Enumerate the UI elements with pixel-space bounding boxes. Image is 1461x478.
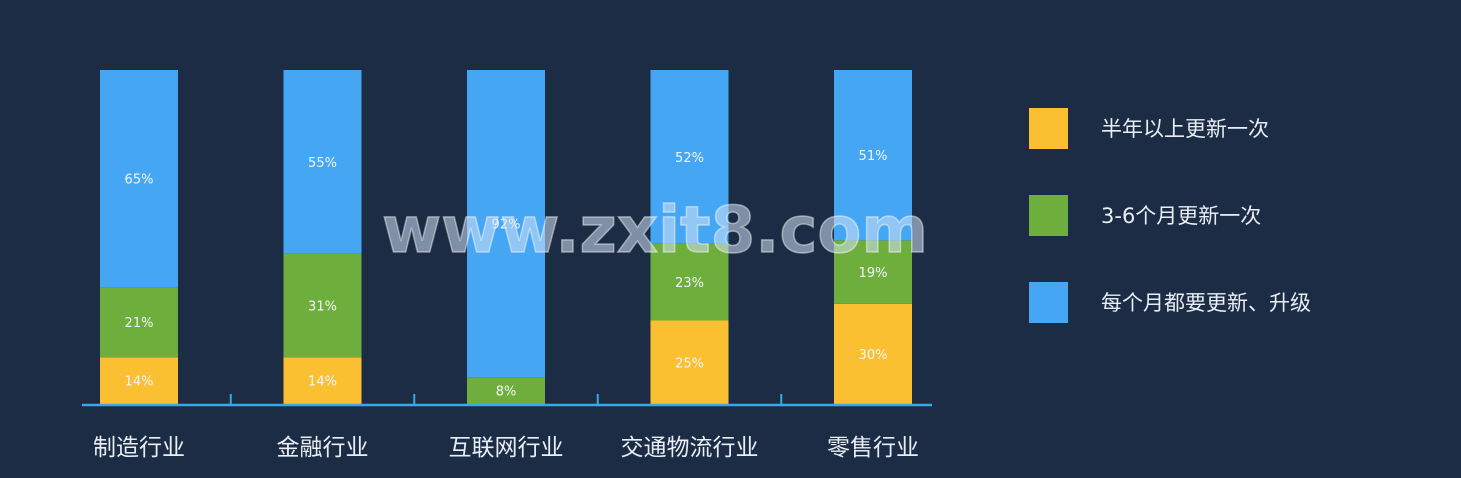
bar-segment-5-3 <box>834 70 912 241</box>
data-label-5-1: 30% <box>859 348 888 363</box>
legend-label-1: 半年以上更新一次 <box>1101 117 1269 141</box>
data-label-2-2: 31% <box>308 299 337 314</box>
bar-segment-1-1 <box>100 357 178 404</box>
data-label-5-2: 19% <box>859 266 888 281</box>
data-label-5-3: 51% <box>859 149 888 164</box>
bar-segment-4-1 <box>650 320 729 404</box>
bar-segment-2-1 <box>283 357 362 404</box>
bar-segment-4-3 <box>650 70 729 244</box>
legend-swatch-1 <box>1029 108 1068 149</box>
legend-label-2: 3-6个月更新一次 <box>1101 204 1261 228</box>
bar-segment-5-1 <box>834 303 912 404</box>
legend-label-3: 每个月都要更新、升级 <box>1101 291 1311 315</box>
data-label-2-3: 55% <box>308 156 337 171</box>
data-label-1-1: 14% <box>125 375 154 390</box>
bar-segment-1-2 <box>100 287 178 358</box>
data-label-4-3: 52% <box>675 151 704 166</box>
bar-segment-2-3 <box>283 70 362 254</box>
bar-segment-2-2 <box>283 253 362 358</box>
data-label-2-1: 14% <box>308 375 337 390</box>
category-labels: 制造行业 金融行业 互联网行业 交通物流行业 零售行业 <box>93 435 919 461</box>
category-label-5: 零售行业 <box>827 435 919 461</box>
watermark-text: www.zxit8.com <box>382 194 928 268</box>
legend-swatch-2 <box>1029 195 1068 236</box>
category-label-1: 制造行业 <box>93 435 185 461</box>
data-label-1-2: 21% <box>125 316 154 331</box>
bar-segment-3-2 <box>467 377 545 404</box>
data-label-4-1: 25% <box>675 356 704 371</box>
category-label-4: 交通物流行业 <box>621 435 759 461</box>
category-label-3: 互联网行业 <box>449 435 564 461</box>
category-label-2: 金融行业 <box>277 435 369 461</box>
data-label-3-3: 92% <box>492 218 521 233</box>
data-label-1-3: 65% <box>125 173 154 188</box>
x-axis <box>82 394 932 407</box>
bar-segment-5-2 <box>834 240 912 304</box>
bar-segment-3-3 <box>467 70 545 378</box>
data-label-3-2: 8% <box>496 385 517 400</box>
bars-group: 14% 21% 65% 14% 31% 55% 8% 92% 25% 23% 52% 30% 19% 51… <box>100 70 912 404</box>
bar-segment-4-2 <box>650 243 729 321</box>
data-label-4-2: 23% <box>675 276 704 291</box>
legend-swatch-3 <box>1029 282 1068 323</box>
bar-segment-1-3 <box>100 70 178 288</box>
